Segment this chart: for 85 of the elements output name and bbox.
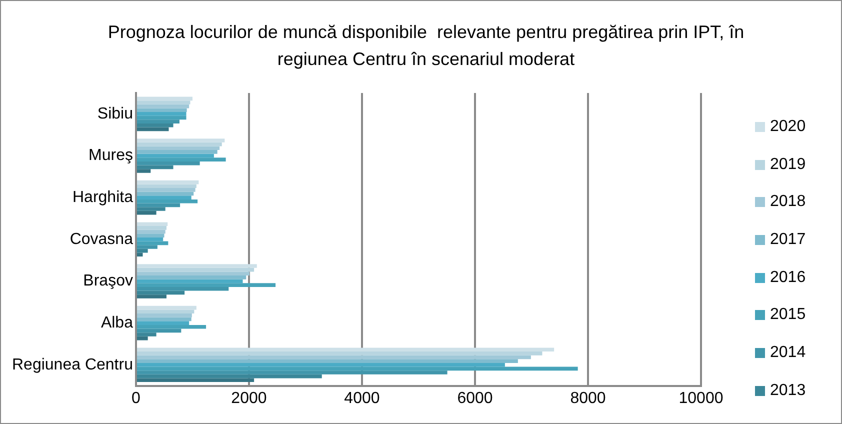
bar — [136, 161, 200, 166]
bar — [136, 362, 505, 367]
bar — [136, 306, 196, 310]
chart-title: Prognoza locurilor de muncă disponibile relevante pentru pregătirea prin IPT, în regiunea Centru în scenariul moderat — [106, 21, 746, 71]
bar — [136, 252, 143, 257]
bar — [136, 332, 156, 336]
bar — [136, 294, 166, 298]
bar — [136, 336, 148, 340]
bar — [136, 207, 166, 211]
bar — [136, 116, 186, 120]
legend-label: 2017 — [770, 230, 806, 249]
legend-label: 2019 — [770, 156, 806, 174]
bar — [136, 222, 168, 226]
y-tick-label: Mureş — [88, 147, 133, 164]
bar — [136, 348, 554, 352]
bar — [136, 359, 518, 363]
bar — [136, 123, 174, 128]
bar — [136, 248, 148, 253]
bar — [136, 192, 194, 196]
bar — [136, 328, 182, 333]
bar — [136, 378, 254, 382]
bar — [136, 199, 198, 204]
bar — [136, 276, 246, 280]
bar — [136, 96, 192, 101]
bar — [136, 241, 168, 246]
bar — [136, 158, 226, 162]
y-tick-label: Sibiu — [97, 105, 133, 122]
bar — [136, 120, 180, 124]
y-tick-label: Regiunea Centru — [12, 356, 133, 374]
bar — [136, 108, 187, 112]
bar — [136, 169, 151, 173]
bar — [136, 272, 250, 276]
bar — [136, 317, 192, 322]
bar — [136, 180, 199, 184]
bar — [136, 112, 186, 116]
bar — [136, 314, 192, 318]
bar — [136, 230, 166, 234]
bar — [136, 283, 276, 287]
x-tick-label: 6000 — [457, 390, 493, 407]
y-tick-label: Harghita — [72, 188, 134, 206]
x-tick-label: 10000 — [678, 390, 724, 407]
bar — [136, 264, 257, 268]
bar — [136, 290, 185, 295]
bar — [136, 226, 166, 230]
legend-label: 2013 — [770, 382, 806, 400]
bar — [136, 366, 578, 371]
legend-label: 2020 — [770, 118, 806, 136]
bar — [136, 188, 196, 192]
bar — [136, 370, 448, 374]
legend-label: 2014 — [770, 344, 806, 362]
legend-label: 2015 — [770, 306, 806, 324]
bar — [136, 310, 194, 314]
bar — [136, 150, 218, 154]
bar — [136, 100, 190, 104]
bar — [136, 268, 254, 272]
x-tick-label: 4000 — [344, 390, 380, 407]
y-tick-label: Covasna — [70, 230, 134, 248]
bar — [136, 374, 322, 378]
bar — [136, 142, 222, 146]
bar — [136, 127, 169, 132]
x-tick-label: 8000 — [570, 390, 606, 407]
bar — [136, 279, 243, 284]
bar — [136, 196, 192, 200]
bar — [136, 234, 164, 238]
bar — [136, 324, 206, 329]
x-tick-label: 0 — [132, 390, 141, 407]
bar — [136, 321, 190, 325]
bar — [136, 165, 174, 170]
bar — [136, 355, 531, 360]
bar — [136, 184, 196, 188]
bar — [136, 286, 229, 291]
y-tick-label: Braşov — [83, 272, 133, 290]
bar — [136, 203, 180, 208]
x-tick-label: 2000 — [231, 390, 267, 407]
bar — [136, 154, 214, 158]
bar — [136, 138, 225, 142]
bar — [136, 352, 542, 356]
legend-label: 2018 — [770, 193, 806, 212]
bar — [136, 104, 190, 108]
legend-label: 2016 — [770, 268, 806, 287]
bar — [136, 146, 220, 150]
bar — [136, 237, 164, 242]
bar — [136, 245, 158, 249]
bar — [136, 210, 156, 215]
y-tick-label: Alba — [100, 314, 134, 332]
